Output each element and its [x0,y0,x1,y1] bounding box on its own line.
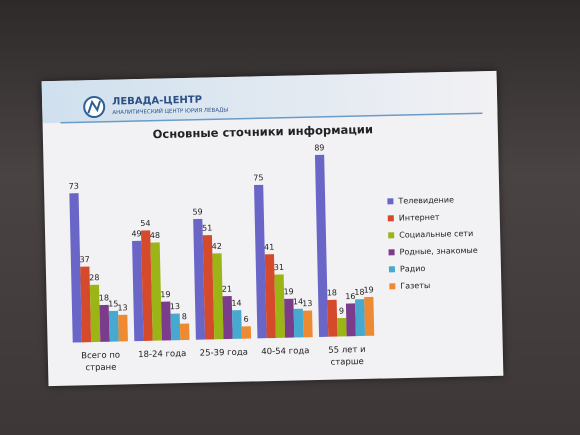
bar [170,313,181,341]
category-label: 25-39 года [199,347,249,359]
bar [132,240,144,342]
bar [193,218,206,340]
value-label: 73 [69,182,79,191]
category-label: 18-24 года [138,348,187,361]
bar [89,284,101,343]
bar [108,310,119,342]
bar [212,253,224,340]
value-label: 13 [117,303,127,312]
value-label: 13 [170,302,180,311]
legend-label: Родные, знакомые [399,246,477,257]
bar [222,295,233,340]
bar [364,296,375,336]
value-label: 13 [302,299,312,308]
value-label: 31 [274,263,284,272]
value-label: 21 [222,284,232,293]
bar [293,308,304,338]
value-label: 18 [99,293,109,302]
legend-label: Радио [400,264,426,274]
chart-title: Основные сточники информации [152,122,373,141]
bar [314,154,329,337]
legend-swatch [389,283,396,290]
header-band [41,70,498,124]
legend-swatch [388,249,395,256]
value-label: 6 [243,315,248,324]
legend-swatch [388,232,395,239]
value-label: 41 [264,243,274,252]
value-label: 14 [231,299,241,308]
bar [264,254,276,339]
value-label: 54 [140,219,150,228]
logo-mark [87,99,102,114]
bar [274,274,286,338]
value-label: 18 [354,288,364,297]
value-label: 49 [131,229,141,238]
bar [241,326,252,339]
slide: ЛЕВАДА-ЦЕНТР АНАЛИТИЧЕСКИЙ ЦЕНТР ЮРИЯ ЛЕ… [41,70,504,387]
value-label: 15 [108,299,118,308]
logo-title: ЛЕВАДА-ЦЕНТР [112,95,202,108]
value-label: 16 [345,292,355,301]
value-label: 19 [283,287,293,296]
logo-subtitle: АНАЛИТИЧЕСКИЙ ЦЕНТР ЮРИЯ ЛЕВАДЫ [112,106,228,116]
value-label: 8 [182,312,187,321]
bar [345,303,356,337]
value-label: 9 [339,306,344,315]
legend-label: Социальные сети [399,229,473,240]
bar [69,193,82,343]
bar [141,230,153,341]
value-label: 19 [160,290,170,299]
value-label: 48 [150,231,160,240]
legend-label: Телевидение [397,195,454,205]
value-label: 42 [212,242,222,251]
bar [327,299,338,337]
bar [80,266,92,343]
value-label: 75 [253,173,263,182]
category-label: 55 лет и старше [328,344,366,368]
bar [337,317,347,337]
value-label: 59 [192,207,202,216]
legend-label: Интернет [399,213,440,223]
legend-swatch [387,215,394,222]
value-label: 51 [202,224,212,233]
legend-label: Газеты [400,281,430,291]
bar [118,314,128,342]
value-label: 28 [89,273,99,282]
value-label: 19 [363,285,373,294]
value-label: 18 [327,288,337,297]
header-rule [60,112,483,124]
bar [284,298,295,338]
bar [202,235,215,340]
bar [150,242,162,341]
bar [302,310,313,338]
bar [232,310,242,339]
bar [355,299,366,337]
bar [254,184,267,339]
value-label: 37 [79,255,89,264]
bar [161,301,172,341]
bar [99,304,110,342]
value-label: 89 [314,143,324,152]
category-label: 40-54 года [261,346,310,358]
category-label: Всего по стране [81,350,121,374]
legend-swatch [387,198,394,205]
bar [179,323,190,341]
legend-swatch [388,266,396,273]
chart: ЛЕВАДА-ЦЕНТР АНАЛИТИЧЕСКИЙ ЦЕНТР ЮРИЯ ЛЕ… [41,70,498,343]
value-label: 14 [293,297,303,306]
